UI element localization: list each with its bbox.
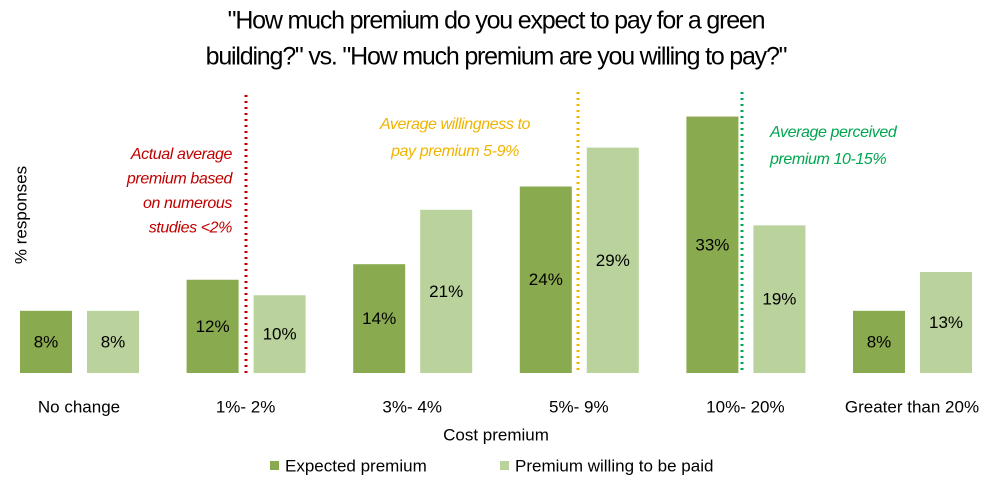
data-label: 19% [762,290,796,309]
legend-label: Premium willing to be paid [515,456,713,475]
y-axis-label: % responses [11,166,30,264]
legend-label: Expected premium [285,456,427,475]
annotation: Average perceived [769,124,898,141]
data-label: 21% [429,282,463,301]
bar [753,225,806,373]
bar [853,310,905,373]
annotation: pay premium 5-9% [390,143,519,160]
bar [519,186,572,373]
bar [686,116,739,374]
annotation: Actual average [130,146,233,163]
data-label: 12% [196,317,230,336]
data-label: 33% [695,235,729,254]
data-label: 13% [929,313,963,332]
bar [20,310,72,373]
annotation: premium based [126,171,234,188]
bar [186,279,239,373]
bar [586,147,639,373]
data-label: 10% [263,325,297,344]
bar [253,295,306,373]
data-label: 8% [101,332,126,351]
x-tick-label: Greater than 20% [845,397,979,416]
bar [353,264,406,373]
chart-title: "How much premium do you expect to pay f… [228,7,765,35]
legend-swatch [500,461,509,470]
data-label: 8% [34,332,59,351]
data-label: 24% [529,270,563,289]
annotation: studies <2% [149,220,232,237]
bar [87,310,139,373]
chart-title: building?" vs. "How much premium are you… [206,43,787,71]
annotation: on numerous [143,195,232,212]
data-label: 8% [867,332,892,351]
x-tick-label: 3%- 4% [382,397,442,416]
bar [920,271,972,373]
x-tick-label: 1%- 2% [216,397,276,416]
x-tick-label: No change [38,397,120,416]
annotation: Average willingness to [379,116,531,133]
bar [420,209,473,373]
data-label: 14% [362,309,396,328]
legend-swatch [270,461,279,470]
x-tick-label: 10%- 20% [706,397,784,416]
data-label: 29% [596,251,630,270]
annotation: premium 10-15% [769,151,886,168]
x-axis-label: Cost premium [443,425,549,444]
x-tick-label: 5%- 9% [549,397,609,416]
